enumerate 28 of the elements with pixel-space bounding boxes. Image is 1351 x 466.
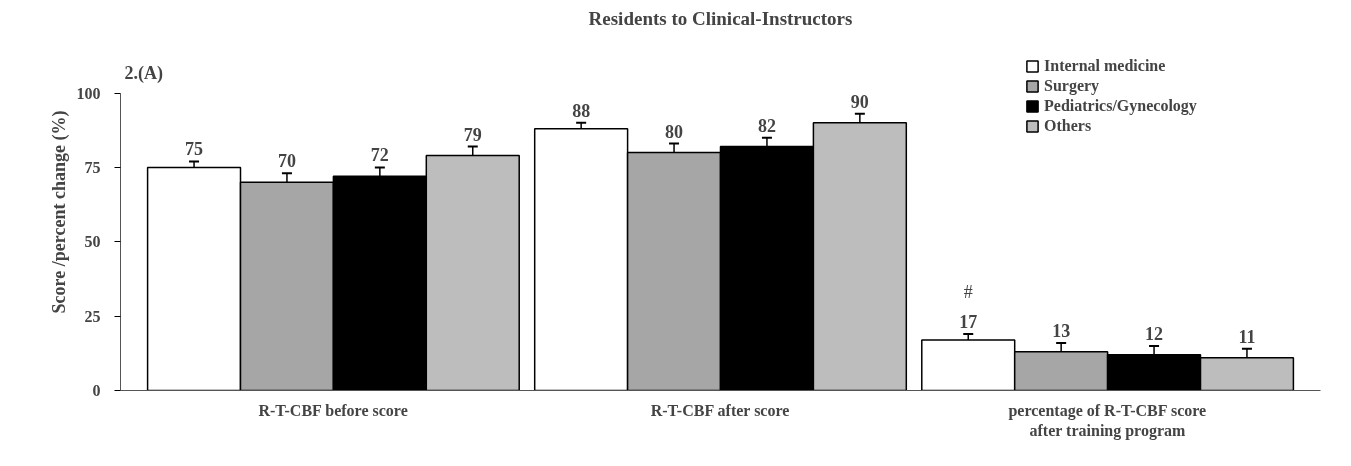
data-label: 13 xyxy=(1052,320,1071,341)
x-tick-label: percentage of R-T-CBF score after training program xyxy=(1008,401,1207,440)
data-label: 12 xyxy=(1145,323,1164,344)
y-tick-label: 75 xyxy=(84,158,101,176)
y-tick-label: 25 xyxy=(84,307,101,325)
data-label: 90 xyxy=(850,91,869,112)
data-label: 88 xyxy=(572,100,591,121)
data-label: 79 xyxy=(463,124,482,145)
x-tick-label: R-T-CBF after score xyxy=(650,401,790,419)
y-axis-title: Score /percent change (%) xyxy=(48,110,70,314)
data-label: 70 xyxy=(277,151,296,172)
data-label: 82 xyxy=(757,115,776,136)
data-label: 72 xyxy=(370,145,389,166)
text: 2.(A) xyxy=(124,63,163,84)
legend-label: Pediatrics/Gynecology xyxy=(1044,97,1197,115)
legend-label: Surgery xyxy=(1044,77,1100,95)
data-label: 80 xyxy=(665,121,684,142)
data-label: 11 xyxy=(1238,326,1256,347)
data-label: 17 xyxy=(959,311,978,332)
y-tick-label: 100 xyxy=(76,84,101,102)
x-tick-label: R-T-CBF before score xyxy=(258,401,408,419)
y-tick-label: 0 xyxy=(92,382,101,399)
chart-title: Residents to Clinical-Instructors xyxy=(588,7,853,29)
legend-label: Internal medicine xyxy=(1044,57,1166,75)
data-label: 75 xyxy=(185,139,204,160)
legend-label: Others xyxy=(1044,117,1092,135)
annotation: # xyxy=(963,281,973,302)
y-tick-label: 50 xyxy=(84,233,101,251)
